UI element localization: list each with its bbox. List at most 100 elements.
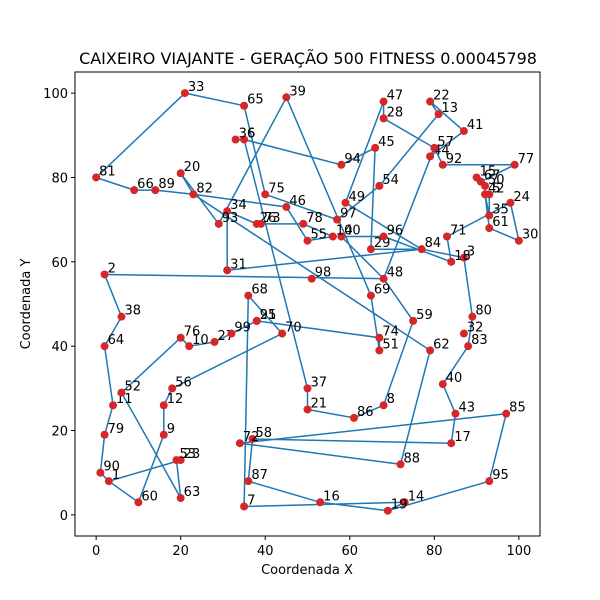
city-label: 43 (458, 401, 475, 416)
city-point (400, 498, 409, 507)
city-label: 8 (387, 392, 395, 407)
city-label: 1 (112, 468, 120, 483)
city-label: 96 (387, 224, 404, 239)
city-point (109, 401, 118, 410)
city-point (371, 143, 380, 152)
city-label: 77 (518, 152, 535, 167)
city-label: 10 (192, 333, 209, 348)
y-tick-label: 60 (51, 256, 68, 271)
city-point (240, 135, 249, 144)
city-point (485, 224, 494, 233)
city-point (506, 198, 515, 207)
city-point (176, 494, 185, 503)
city-point (100, 430, 109, 439)
city-point (240, 502, 249, 511)
city-point (303, 384, 312, 393)
city-point (282, 202, 291, 211)
city-point (350, 413, 358, 422)
city-label: 40 (446, 371, 463, 386)
city-label: 90 (103, 460, 120, 475)
city-label: 32 (467, 321, 484, 336)
city-point (481, 190, 490, 199)
city-label: 52 (125, 380, 142, 395)
city-point (231, 135, 240, 144)
city-point (366, 245, 375, 254)
city-point (379, 97, 388, 106)
city-point (333, 215, 342, 224)
city-label: 16 (323, 489, 340, 504)
city-label: 89 (158, 177, 175, 192)
city-point (240, 101, 249, 110)
city-label: 70 (285, 321, 302, 336)
city-point (447, 257, 456, 266)
city-point (375, 181, 384, 190)
city-label: 87 (251, 468, 268, 483)
city-label: 48 (387, 266, 404, 281)
city-point (278, 329, 287, 338)
city-point (459, 253, 468, 262)
x-tick-label: 20 (172, 544, 189, 559)
city-point (476, 177, 485, 186)
city-point (510, 160, 519, 169)
city-point (485, 211, 494, 220)
city-label: 58 (256, 426, 273, 441)
city-point (303, 236, 312, 245)
city-point (379, 114, 388, 123)
city-point (168, 384, 177, 393)
x-tick-label: 40 (257, 544, 274, 559)
city-label: 17 (454, 430, 471, 445)
city-label: 75 (268, 181, 285, 196)
city-label: 60 (141, 489, 158, 504)
city-label: 100 (336, 224, 361, 239)
city-label: 62 (433, 337, 450, 352)
city-label: 64 (108, 333, 125, 348)
city-label: 20 (184, 160, 201, 175)
city-label: 63 (184, 485, 201, 500)
y-tick-label: 0 (60, 509, 68, 524)
city-label: 56 (175, 375, 192, 390)
city-label: 30 (522, 228, 539, 243)
city-label: 67 (484, 169, 501, 184)
city-point (434, 110, 443, 119)
city-point (223, 266, 232, 275)
city-label: 19 (391, 498, 408, 513)
city-label: 23 (184, 447, 201, 462)
city-point (316, 498, 325, 507)
city-label: 99 (234, 321, 251, 336)
city-label: 5 (492, 181, 500, 196)
city-point (214, 219, 223, 228)
city-point (151, 186, 160, 195)
city-point (185, 342, 194, 351)
city-label: 80 (475, 304, 492, 319)
city-label: 76 (184, 325, 201, 340)
city-label: 47 (387, 89, 404, 104)
city-point (172, 456, 181, 465)
city-point (375, 346, 384, 355)
city-label: 9 (167, 422, 175, 437)
city-label: 55 (311, 228, 328, 243)
city-label: 13 (442, 101, 459, 116)
city-point (261, 190, 270, 199)
city-label: 82 (196, 181, 213, 196)
x-tick-label: 100 (506, 544, 531, 559)
city-label: 4 (344, 224, 352, 239)
city-point (383, 506, 392, 515)
city-point (180, 89, 189, 98)
city-label: 38 (125, 304, 142, 319)
city-label: 6 (247, 126, 255, 141)
city-label: 84 (425, 236, 442, 251)
city-point (252, 316, 261, 325)
city-point (514, 236, 523, 245)
city-label: 25 (260, 308, 277, 323)
city-label: 51 (382, 337, 399, 352)
city-label: 66 (137, 177, 154, 192)
city-point (379, 232, 388, 241)
city-point (244, 291, 253, 300)
city-label: 92 (446, 152, 463, 167)
y-tick-label: 80 (51, 171, 68, 186)
y-axis-label: Coordenada Y (19, 259, 34, 350)
city-label: 98 (315, 266, 332, 281)
city-point (130, 186, 139, 195)
city-label: 49 (349, 190, 366, 205)
